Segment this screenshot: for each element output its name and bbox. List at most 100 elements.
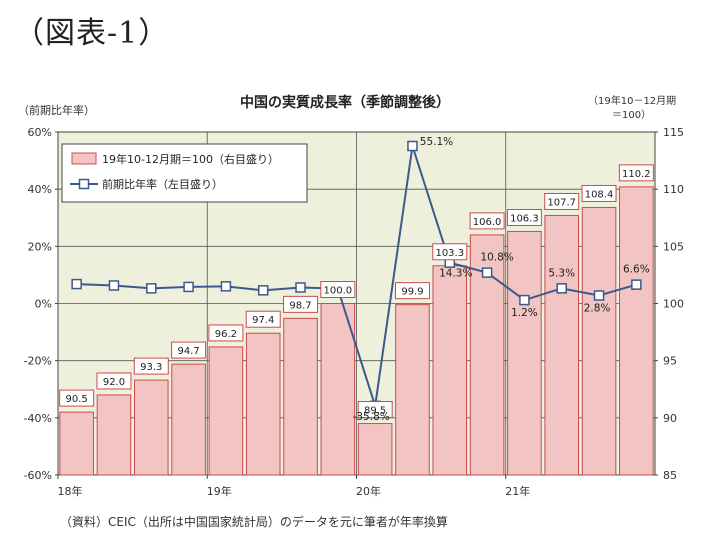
left-tick-label: 60% — [28, 126, 52, 139]
line-marker — [183, 281, 194, 293]
bar — [320, 303, 356, 476]
right-tick-label: 85 — [663, 469, 677, 482]
line-marker — [407, 140, 418, 152]
bar-label-box — [320, 281, 356, 298]
line-marker — [556, 283, 567, 294]
bar-value-label: 97.4 — [252, 315, 274, 326]
bar-label-box — [283, 295, 319, 313]
bar — [245, 332, 281, 476]
bar — [395, 304, 430, 476]
line-marker — [295, 282, 306, 293]
bar-value-label: 107.7 — [547, 197, 576, 208]
bar-value-label: 108.4 — [585, 189, 614, 200]
legend-bar-label: 19年10-12月期＝100（右目盛り） — [102, 152, 279, 166]
bar — [96, 394, 132, 476]
bar — [283, 317, 318, 476]
left-tick-label: 20% — [28, 240, 52, 253]
line-marker — [108, 280, 120, 291]
bar-value-label: 93.3 — [140, 362, 162, 373]
bar-value-label: 99.9 — [401, 287, 423, 298]
bar-value-label: 106.3 — [510, 213, 539, 224]
left-tick-label: -20% — [24, 355, 52, 368]
bar-label-box — [432, 243, 468, 261]
bar — [171, 363, 206, 476]
line-marker — [257, 285, 269, 296]
bar — [59, 411, 94, 476]
bar-label-box — [581, 184, 617, 202]
bar — [133, 379, 169, 476]
left-tick-label: 40% — [28, 183, 52, 196]
bar-value-label: 89.5 — [364, 406, 386, 417]
bar-label-box — [394, 282, 430, 300]
bar — [581, 206, 617, 476]
bar-value-label: 110.2 — [622, 169, 651, 180]
bar-label-box — [59, 389, 95, 407]
bar-value-label: 94.7 — [177, 346, 199, 357]
line-value-label: 10.8% — [480, 252, 513, 264]
left-axis-label: （前期比年率） — [18, 103, 95, 117]
line-value-label: 1.2% — [511, 307, 538, 319]
right-tick-label: 115 — [663, 126, 684, 139]
bar-label-box — [171, 341, 207, 359]
legend-bar-swatch — [71, 152, 97, 165]
bar-value-label: 106.0 — [473, 217, 502, 228]
line-value-label: 2.8% — [584, 302, 611, 314]
bar-label-box — [208, 324, 244, 342]
right-tick-label: 110 — [663, 183, 684, 196]
bar-value-label: 96.2 — [215, 329, 237, 340]
x-tick-label: 18年 — [58, 484, 83, 498]
figure-label: （図表-1） — [14, 16, 170, 51]
chart-title: 中国の実質成長率（季節調整後） — [240, 94, 450, 111]
bar-label-box — [469, 212, 505, 230]
bar — [432, 265, 468, 476]
legend-line-label: 前期比年率（左目盛り） — [102, 177, 223, 191]
line-value-label: 5.3% — [548, 267, 575, 279]
bar-value-label: 90.5 — [66, 394, 88, 405]
bar — [507, 230, 542, 476]
bar-label-box — [96, 372, 132, 390]
bar — [544, 214, 580, 476]
right-tick-label: 90 — [663, 412, 677, 425]
x-tick-label: 19年 — [207, 484, 232, 498]
bar — [357, 423, 393, 476]
bar-value-label: 98.7 — [289, 300, 311, 311]
line-marker — [593, 290, 605, 301]
line-value-label: 14.3% — [439, 268, 472, 280]
growth-line — [76, 145, 637, 407]
source-note: （資料）CEIC（出所は中国国家統計局）のデータを元に筆者が年率換算 — [60, 515, 448, 529]
bar-label-box — [245, 310, 281, 328]
bar — [619, 186, 654, 476]
line-marker — [519, 294, 530, 306]
bar-label-box — [506, 208, 542, 226]
line-value-label: -35.8% — [353, 411, 390, 423]
left-tick-label: -40% — [24, 412, 52, 425]
line-marker — [146, 283, 157, 294]
right-tick-label: 105 — [663, 240, 684, 253]
right-axis-label-line2: ＝100） — [612, 109, 651, 121]
right-axis-label-line1: （19年10－12月期 — [588, 94, 676, 107]
left-tick-label: 0% — [35, 298, 52, 311]
bar-value-label: 92.0 — [103, 377, 125, 388]
line-marker — [481, 267, 493, 278]
line-marker — [220, 281, 232, 292]
legend: 19年10-12月期＝100（右目盛り） 前期比年率（左目盛り） — [61, 143, 308, 203]
bar-value-label: 100.0 — [324, 286, 353, 297]
bar-label-box — [133, 357, 169, 375]
bar-label-box — [357, 401, 393, 419]
legend-marker-swatch — [78, 178, 90, 190]
legend-box — [61, 143, 308, 203]
bar-label-box — [618, 164, 654, 182]
line-value-label: 55.1% — [420, 136, 453, 148]
line-marker — [71, 278, 82, 290]
line-marker — [631, 279, 642, 290]
bar — [208, 346, 244, 476]
right-tick-label: 100 — [663, 298, 684, 311]
bar-label-box — [544, 192, 580, 210]
left-tick-label: -60% — [24, 469, 52, 482]
x-tick-label: 21年 — [505, 484, 530, 498]
bar-value-label: 103.3 — [435, 248, 464, 259]
line-value-label: 6.6% — [623, 264, 650, 276]
right-tick-label: 95 — [663, 355, 677, 368]
x-tick-label: 20年 — [356, 484, 381, 498]
